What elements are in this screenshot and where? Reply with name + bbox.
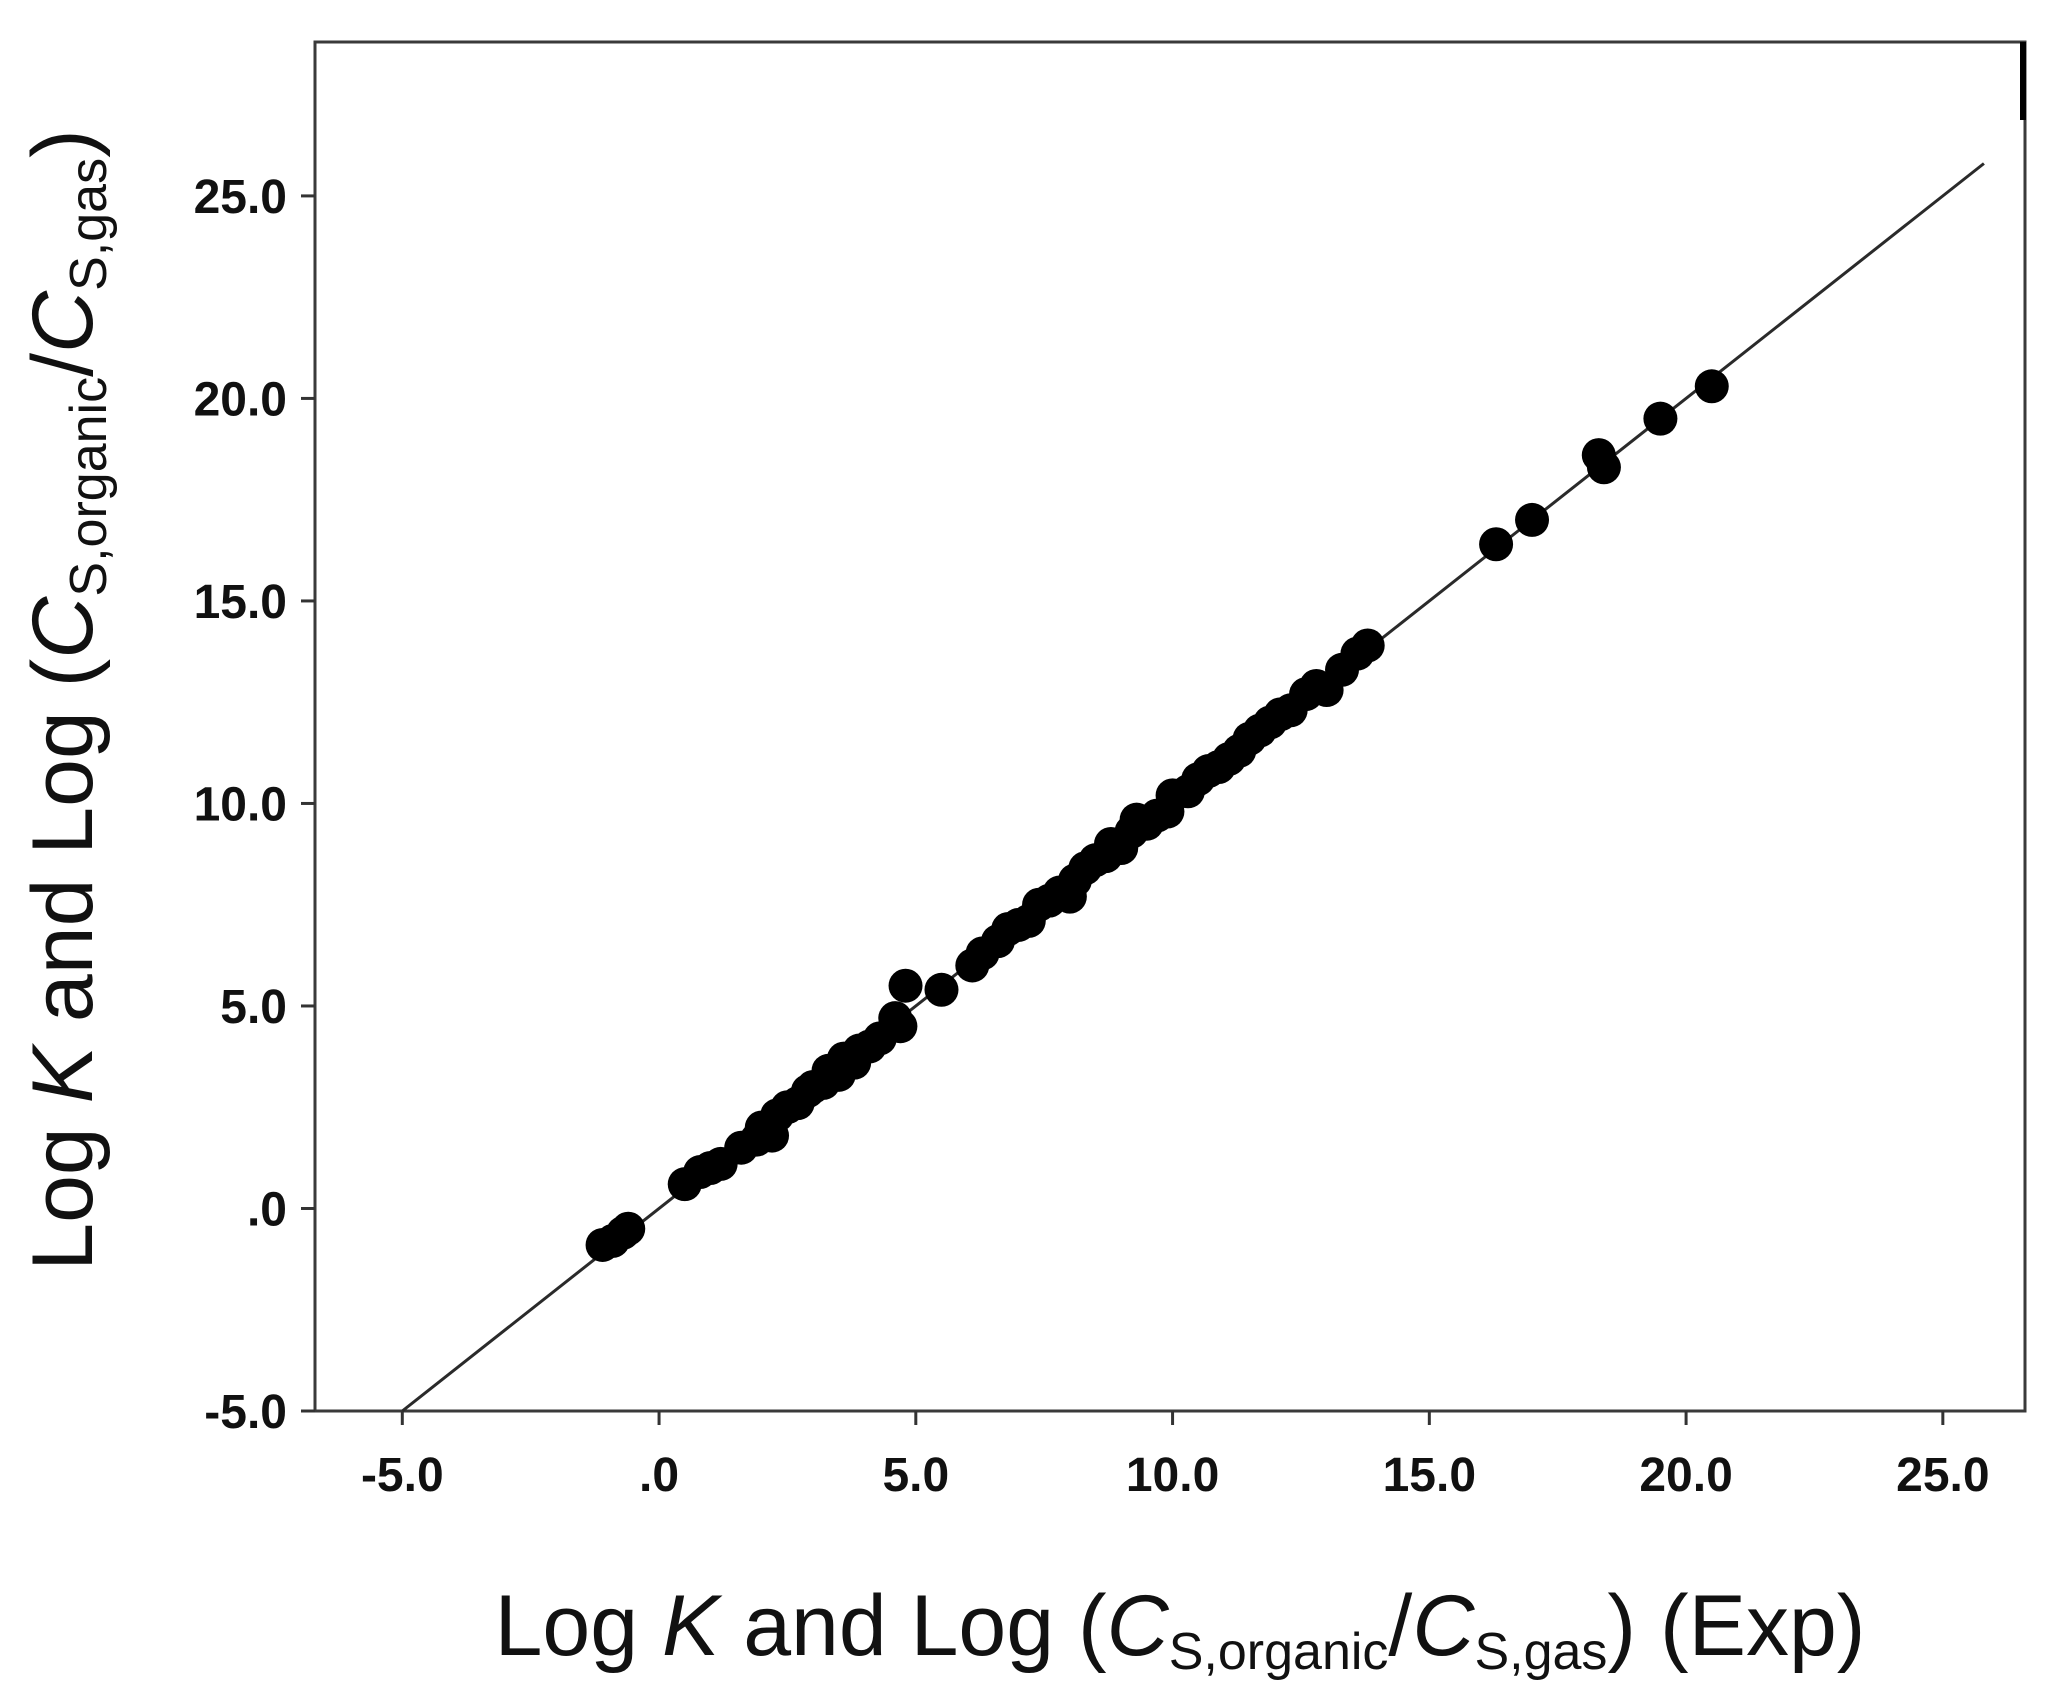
data-point bbox=[1515, 502, 1550, 537]
x-tick-label: 20.0 bbox=[1639, 1449, 1732, 1502]
data-point bbox=[611, 1211, 646, 1246]
y-tick-label: -5.0 bbox=[204, 1386, 287, 1439]
x-tick-label: 15.0 bbox=[1383, 1449, 1476, 1502]
plot-frame bbox=[313, 40, 2027, 1413]
data-point bbox=[924, 972, 959, 1007]
x-tick-label: -5.0 bbox=[361, 1449, 444, 1502]
x-tick-label: 25.0 bbox=[1896, 1449, 1989, 1502]
data-point bbox=[1586, 450, 1621, 485]
x-axis-ticks: -5.0 .0 5.0 10.0 15.0 20.0 25.0 bbox=[361, 1411, 1990, 1502]
data-point bbox=[888, 968, 923, 1003]
data-point bbox=[1350, 628, 1385, 663]
y-tick-label: 25.0 bbox=[194, 171, 287, 224]
y-tick-label: 10.0 bbox=[194, 778, 287, 831]
data-points bbox=[585, 369, 1729, 1262]
y-tick-label: 15.0 bbox=[194, 576, 287, 629]
data-point bbox=[883, 1009, 918, 1044]
data-point bbox=[1643, 401, 1678, 436]
plot-border bbox=[313, 40, 2027, 1413]
x-tick-label: 10.0 bbox=[1126, 1449, 1219, 1502]
y-tick-label: 20.0 bbox=[194, 373, 287, 426]
y-axis-title: Log K and Log (CS,organic/CS,gas) bbox=[15, 129, 118, 1271]
data-point bbox=[1694, 369, 1729, 404]
y-tick-label: .0 bbox=[247, 1183, 287, 1236]
x-axis-title: Log K and Log (CS,organic/CS,gas) (Exp) bbox=[495, 1578, 1866, 1681]
y-tick-label: 5.0 bbox=[220, 981, 287, 1034]
x-tick-label: 5.0 bbox=[882, 1449, 949, 1502]
data-point bbox=[1479, 527, 1514, 562]
y-axis-ticks: -5.0 .0 5.0 10.0 15.0 20.0 25.0 bbox=[194, 171, 315, 1439]
x-tick-label: .0 bbox=[639, 1449, 679, 1502]
